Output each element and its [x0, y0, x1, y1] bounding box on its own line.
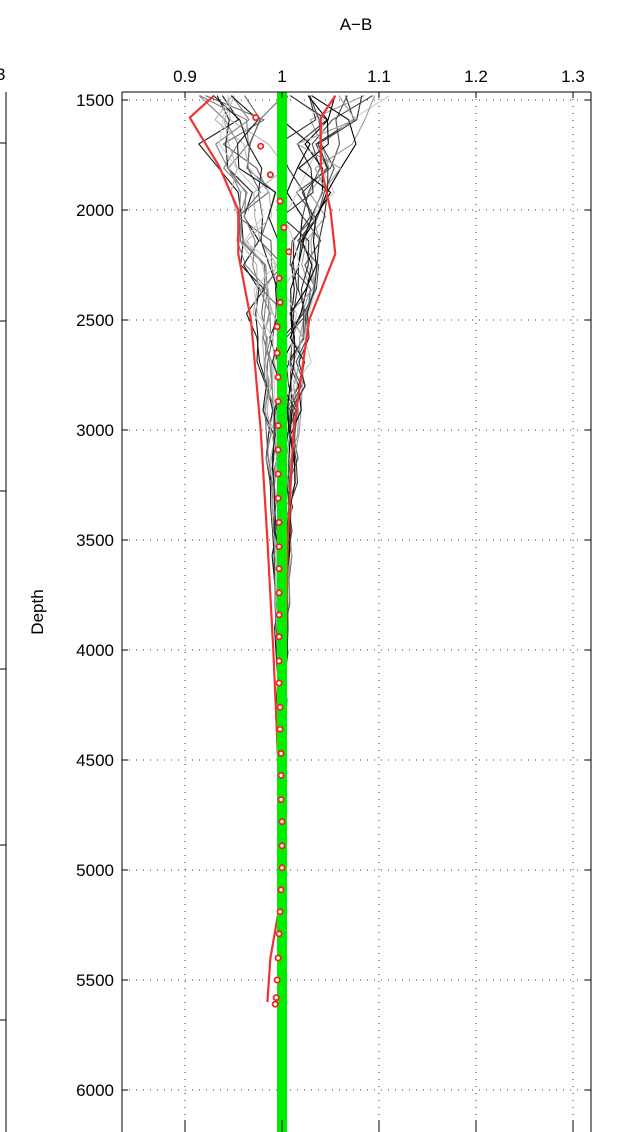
x-tick-labels: 0.9 1 1.1 1.2 1.3: [173, 67, 585, 86]
chart-title: A−B: [340, 15, 373, 34]
profile-trace: [218, 95, 280, 629]
mean-point: [272, 994, 280, 1002]
y-tick-labels: 1500 2000 2500 3000 3500 4000 4500 5000 5500 6000: [76, 91, 114, 1100]
mean-point: [280, 224, 288, 232]
mean-point: [275, 565, 283, 573]
mean-points: [252, 114, 293, 1008]
mean-point: [276, 197, 284, 205]
x-tick-label: 1.3: [561, 67, 585, 86]
mean-point: [277, 796, 285, 804]
mean-point: [274, 422, 282, 430]
left-panel-tick-label: 3: [0, 65, 5, 84]
mean-point: [275, 611, 283, 619]
mean-point: [276, 725, 284, 733]
mean-point: [274, 397, 282, 405]
mean-point: [275, 633, 283, 641]
mean-point: [275, 930, 283, 938]
mean-point: [274, 470, 282, 478]
envelope-lower: [188, 94, 282, 1003]
mean-point: [276, 703, 284, 711]
y-tick-label: 2500: [76, 311, 114, 330]
x-tick-label: 1.1: [367, 67, 391, 86]
x-tick-label: 1: [277, 67, 286, 86]
mean-point: [275, 274, 283, 282]
mean-point: [275, 543, 283, 551]
mean-point: [273, 323, 281, 331]
mean-point: [271, 1000, 279, 1008]
mean-point: [285, 248, 293, 256]
mean-point: [278, 818, 286, 826]
y-tick-label: 2000: [76, 201, 114, 220]
y-tick-label: 3000: [76, 421, 114, 440]
mean-point: [266, 171, 274, 179]
y-tick-label: 4000: [76, 641, 114, 660]
profile-trace: [198, 95, 280, 750]
y-tick-label: 6000: [76, 1081, 114, 1100]
x-tick-label: 1.2: [464, 67, 488, 86]
mean-point: [274, 373, 282, 381]
mean-point: [278, 864, 286, 872]
mean-point: [257, 142, 265, 150]
mean-point: [274, 494, 282, 502]
y-tick-label: 3500: [76, 531, 114, 550]
mean-point: [277, 771, 285, 779]
mean-point: [275, 589, 283, 597]
mean-point: [275, 657, 283, 665]
y-axis-label: Depth: [28, 589, 47, 634]
mean-point: [273, 976, 281, 984]
profile-trace: [282, 95, 373, 943]
axes-frame: [121, 91, 592, 1132]
mean-point: [278, 842, 286, 850]
mean-point: [275, 679, 283, 687]
profile-trace: [282, 95, 355, 725]
mean-point: [277, 886, 285, 894]
mean-point: [277, 749, 285, 757]
profile-traces: [197, 95, 390, 967]
mean-point: [275, 518, 283, 526]
x-tick-label: 0.9: [173, 67, 197, 86]
y-tick-label: 5500: [76, 971, 114, 990]
mean-point: [273, 349, 281, 357]
mean-point: [274, 446, 282, 454]
mean-point: [252, 114, 260, 122]
mean-point: [276, 298, 284, 306]
y-tick-label: 5000: [76, 861, 114, 880]
mean-point: [274, 954, 282, 962]
mean-point: [276, 908, 284, 916]
y-tick-label: 4500: [76, 751, 114, 770]
grid: [122, 92, 591, 1132]
y-tick-label: 1500: [76, 91, 114, 110]
